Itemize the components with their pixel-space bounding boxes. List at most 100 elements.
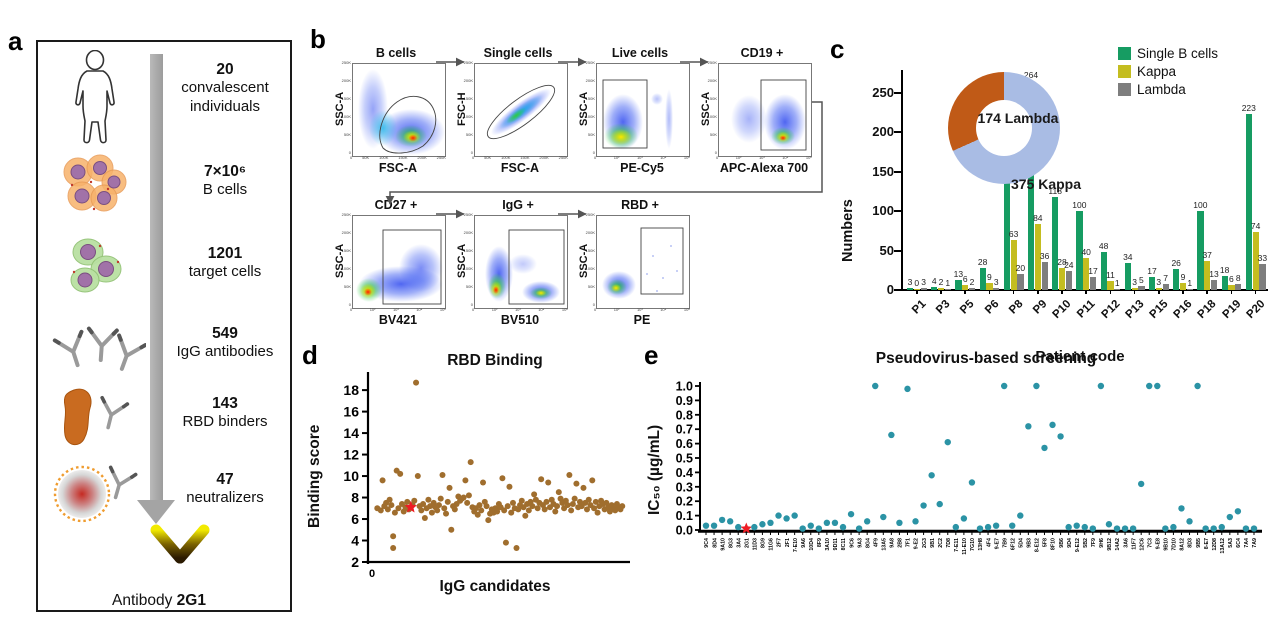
svg-text:6: 6 xyxy=(351,511,359,527)
svg-text:5F8: 5F8 xyxy=(1043,538,1049,547)
svg-text:8G9: 8G9 xyxy=(761,538,767,548)
svg-text:12: 12 xyxy=(343,447,359,463)
flow-plot-xticks: 0 10² 10³ 10⁴ 10⁵ xyxy=(594,155,690,160)
svg-text:8D3: 8D3 xyxy=(1188,538,1194,548)
d-x-axis-label: IgG candidates xyxy=(439,578,551,595)
c-y-axis-label: Numbers xyxy=(840,199,856,263)
panel-c: c Numbers Patient code 0 50 100 150 200 250 3 0… xyxy=(828,30,1270,365)
svg-text:7C3: 7C3 xyxy=(1147,538,1153,548)
svg-text:7D10: 7D10 xyxy=(1172,538,1178,551)
svg-text:0.9: 0.9 xyxy=(676,394,693,408)
legend-item-lambda: Lambda xyxy=(1118,82,1218,97)
svg-text:13A12: 13A12 xyxy=(1220,538,1226,554)
svg-text:10D4: 10D4 xyxy=(809,538,815,551)
svg-text:8G4: 8G4 xyxy=(865,538,871,548)
svg-text:2F7: 2F7 xyxy=(777,538,783,547)
flow-plot-yticks: 250K 200K 150K 100K 50K 0 xyxy=(585,212,595,307)
svg-text:7-E11: 7-E11 xyxy=(954,538,960,552)
caption-prefix: Antibody xyxy=(112,592,177,609)
legend-item-kappa: Kappa xyxy=(1118,64,1218,79)
flow-plot-yticks: 250K 200K 150K 100K 50K 0 xyxy=(463,60,473,155)
legend-label: Lambda xyxy=(1137,82,1186,97)
svg-text:7D8: 7D8 xyxy=(946,538,952,548)
svg-text:0.6: 0.6 xyxy=(676,437,693,451)
svg-text:5B2: 5B2 xyxy=(1083,538,1089,548)
flow-plot-title: Single cells xyxy=(483,46,553,60)
flow-plot-title: Live cells xyxy=(611,46,669,60)
svg-text:11G6: 11G6 xyxy=(769,538,775,551)
svg-text:9B1: 9B1 xyxy=(930,538,936,548)
svg-text:9-E12: 9-E12 xyxy=(1075,538,1081,552)
target-cells-icon xyxy=(70,238,122,293)
svg-text:9B3: 9B3 xyxy=(1027,538,1033,548)
svg-text:7F9: 7F9 xyxy=(1091,538,1097,547)
svg-text:16: 16 xyxy=(343,404,359,420)
svg-text:14A2: 14A2 xyxy=(1115,538,1121,551)
step-6-text: 47 neutralizers xyxy=(186,471,264,507)
svg-text:9D11: 9D11 xyxy=(833,538,839,550)
svg-text:11D3: 11D3 xyxy=(753,538,759,550)
flow-plot-title: RBD + xyxy=(621,198,659,212)
svg-text:9H6: 9H6 xyxy=(1099,538,1105,548)
legend-label: Kappa xyxy=(1137,64,1177,79)
svg-text:9B12: 9B12 xyxy=(1107,538,1113,551)
svg-text:11F7: 11F7 xyxy=(1131,538,1137,550)
pseudovirus-title: Pseudovirus-based screening xyxy=(875,350,1097,367)
svg-text:3A10: 3A10 xyxy=(825,538,831,551)
flow-plot-cd19: CD19 + SSC-A 250K 200K 150K 100K 50K 0 0 10² 10… xyxy=(688,46,814,186)
step-5-text: 143 RBD binders xyxy=(182,395,268,431)
flow-plot-xlabel: FSC-A xyxy=(500,161,540,175)
svg-text:7A9: 7A9 xyxy=(1252,538,1258,548)
svg-text:6C4: 6C4 xyxy=(1236,538,1242,548)
human-icon xyxy=(75,50,115,144)
caption-name: 2G1 xyxy=(176,592,206,609)
patient-bar-chart: Numbers Patient code 0 50 100 150 200 250 3 0 3 P… xyxy=(840,70,1268,365)
svg-text:3A4: 3A4 xyxy=(736,538,742,548)
svg-text:5D4: 5D4 xyxy=(1018,538,1024,548)
workflow-arrow-bar xyxy=(150,54,163,502)
flow-plot-igg: IgG + SSC-A 250K 200K 150K 100K 50K 0 0 10² 10³… xyxy=(444,198,570,338)
legend-item-single-b-cells: Single B cells xyxy=(1118,46,1218,61)
rbd-binding-scatter: 2 4 6 8 10 12 14 16 18 0 xyxy=(343,372,630,580)
neutralizer-icon xyxy=(53,465,138,523)
flow-plot-single-cells: Single cells FSC-H 250K 200K 150K 100K 50K 0 … xyxy=(444,46,570,186)
svg-text:0.8: 0.8 xyxy=(676,408,693,422)
svg-text:8F10: 8F10 xyxy=(1051,538,1057,550)
svg-text:9A6: 9A6 xyxy=(801,538,807,548)
svg-text:0.0: 0.0 xyxy=(676,524,693,538)
svg-text:2G3: 2G3 xyxy=(922,538,928,548)
svg-text:8D4: 8D4 xyxy=(712,538,718,548)
svg-text:8A12: 8A12 xyxy=(1180,538,1186,551)
rbd-binder-icon xyxy=(63,388,130,446)
svg-text:9B6: 9B6 xyxy=(1059,538,1065,548)
svg-text:2G1: 2G1 xyxy=(744,538,750,548)
svg-text:2C2: 2C2 xyxy=(938,538,944,548)
svg-text:0: 0 xyxy=(369,568,375,580)
svg-text:2B8: 2B8 xyxy=(898,538,904,548)
legend-label: Single B cells xyxy=(1137,46,1219,61)
svg-text:0.4: 0.4 xyxy=(676,466,693,480)
svg-text:13A5: 13A5 xyxy=(881,538,887,551)
svg-text:7B9: 7B9 xyxy=(1002,538,1008,548)
svg-text:4F4: 4F4 xyxy=(986,538,992,547)
flow-plot-yticks: 250K 200K 150K 100K 50K 0 xyxy=(585,60,595,155)
svg-text:3A6: 3A6 xyxy=(1123,538,1129,548)
panel-a-workflow-box: 20 convalescent individuals 7×10⁶ B cell… xyxy=(36,40,292,612)
antibody-2g1-icon xyxy=(150,524,210,592)
svg-text:9C6: 9C6 xyxy=(849,538,855,548)
flow-plot-area xyxy=(718,63,812,157)
panel-e-letter: e xyxy=(644,340,659,370)
flow-plot-xticks: 0 50K 100K 150K 200K 250K xyxy=(472,155,568,160)
panel-d: d RBD Binding Binding score 2 4 6 8 10 12 14 16… xyxy=(298,338,638,610)
flow-plot-xlabel: FSC-A xyxy=(378,161,418,175)
svg-text:8-E12: 8-E12 xyxy=(1035,538,1041,552)
svg-text:9B5: 9B5 xyxy=(1196,538,1202,548)
b-cell-cluster-icon xyxy=(63,154,127,212)
svg-text:9A3: 9A3 xyxy=(857,538,863,548)
svg-text:9A8: 9A8 xyxy=(890,538,896,548)
flow-plot-xlabel: PE-Cy5 xyxy=(620,161,664,175)
flow-plot-area xyxy=(474,63,568,157)
step-1-text: 20 convalescent individuals xyxy=(181,61,269,116)
svg-text:7G10: 7G10 xyxy=(970,538,976,551)
